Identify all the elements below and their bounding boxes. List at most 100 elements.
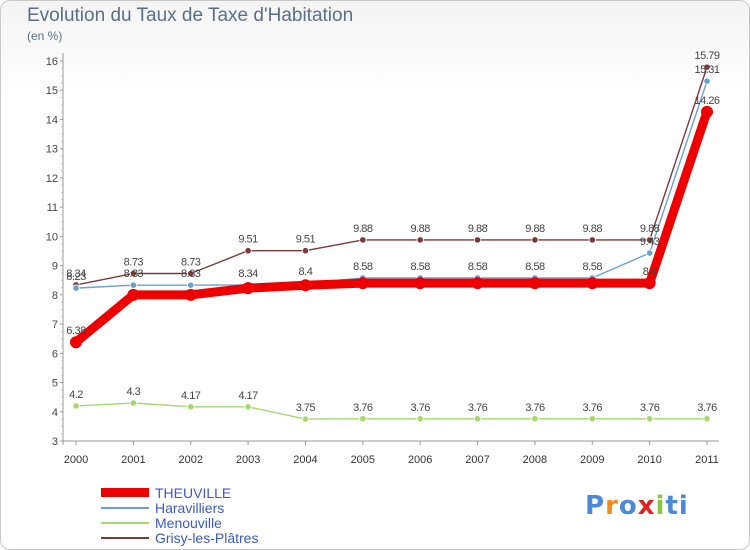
data-point [473, 236, 482, 244]
data-point [703, 77, 711, 85]
data-point [359, 415, 367, 423]
legend-swatch [101, 488, 149, 497]
data-label: 8.73 [181, 257, 201, 269]
x-tick-label: 2004 [293, 454, 317, 466]
data-label: 8.58 [353, 261, 373, 273]
data-label: 9.88 [353, 223, 373, 235]
logo-letter: t [665, 491, 679, 521]
data-point [301, 415, 310, 423]
data-point [586, 277, 599, 290]
series-line-2 [75, 402, 707, 420]
x-tick-label: 2000 [64, 454, 88, 466]
data-point [70, 336, 82, 349]
chart-subtitle: (en %) [27, 29, 63, 43]
y-tick-label: 11 [47, 202, 58, 214]
legend-item: Grisy-les-Plâtres [101, 529, 259, 546]
x-tick-label: 2005 [351, 454, 375, 466]
data-point [646, 415, 654, 423]
data-point [703, 63, 711, 71]
data-point [471, 277, 484, 290]
x-tick-label: 2001 [121, 454, 145, 466]
data-point [129, 399, 137, 407]
legend-item: THEUVILLE [101, 485, 258, 501]
data-point [473, 415, 482, 423]
data-point [72, 402, 80, 410]
data-label: 3.75 [296, 402, 316, 414]
data-label: 4.2 [69, 389, 83, 401]
data-label: 3.76 [640, 402, 660, 414]
data-label: 9.43 [640, 236, 660, 248]
x-tick-label: 2006 [408, 454, 432, 466]
data-label: 4.17 [238, 390, 258, 402]
data-label: 3.76 [525, 402, 545, 414]
data-point [414, 277, 427, 290]
y-tick-label: 3 [52, 436, 58, 448]
data-point [244, 403, 252, 411]
data-label: 8.58 [583, 261, 603, 273]
data-point [416, 415, 424, 423]
logo-letter: r [605, 491, 619, 521]
data-point [187, 269, 195, 278]
data-label: 9.88 [525, 223, 545, 235]
data-label: 14.26 [694, 95, 719, 107]
data-label: 3.76 [697, 402, 717, 414]
data-label: 8.23 [66, 271, 86, 283]
data-point [187, 281, 195, 289]
data-label: 8.34 [238, 268, 258, 280]
x-tick-label: 2010 [637, 454, 661, 466]
data-label: 6.38 [66, 325, 86, 337]
data-label: 3.76 [468, 402, 488, 414]
data-point [184, 288, 197, 301]
y-tick-label: 4 [52, 407, 58, 419]
data-label: 8.34 [66, 268, 86, 280]
legend-swatch [101, 536, 149, 539]
x-tick-label: 2002 [178, 454, 202, 466]
legend-label: Grisy-les-Plâtres [155, 529, 259, 546]
data-label: 9.51 [238, 234, 258, 246]
y-tick-label: 13 [46, 144, 58, 156]
x-tick-label: 2011 [695, 454, 719, 466]
logo-letter: x [637, 491, 656, 521]
data-label: 3.76 [353, 402, 373, 414]
y-tick-label: 14 [46, 114, 58, 126]
series-line-1 [75, 80, 708, 289]
data-point [416, 236, 424, 244]
series-line-3 [75, 66, 708, 286]
logo-letter: P [585, 491, 606, 521]
legend: THEUVILLE Haravilliers Menouville Grisy-les… [101, 485, 259, 546]
y-tick-label: 5 [52, 378, 58, 390]
data-label: 8.58 [525, 261, 545, 273]
data-label: 9.88 [410, 223, 430, 235]
legend-label: Haravilliers [155, 499, 225, 516]
data-label: 8.4 [643, 266, 657, 278]
data-point [301, 247, 310, 255]
series-line-0 [73, 110, 712, 346]
legend-item: Haravilliers [101, 499, 258, 516]
data-point [646, 249, 654, 257]
proxiti-logo: Proxiti [585, 491, 689, 521]
data-label: 9.88 [468, 223, 488, 235]
data-point [127, 288, 140, 301]
y-tick-label: 16 [46, 56, 58, 68]
data-point [359, 236, 367, 244]
logo-letter: o [618, 491, 638, 521]
legend-swatch [101, 521, 149, 524]
data-point [187, 403, 195, 411]
y-tick-label: 7 [52, 319, 58, 331]
data-label: 9.88 [583, 223, 603, 235]
data-label: 4.3 [126, 386, 140, 398]
data-point [701, 105, 713, 118]
data-point [643, 277, 656, 290]
logo-letter: i [678, 491, 689, 521]
data-point [244, 247, 252, 255]
data-label: 8.58 [468, 261, 488, 273]
legend-swatch [101, 506, 149, 509]
x-tick-label: 2008 [523, 454, 547, 466]
data-point [703, 415, 711, 423]
chart-title: Evolution du Taux de Taxe d'Habitation [27, 5, 354, 26]
data-label: 9.51 [296, 234, 316, 246]
y-tick-label: 15 [46, 85, 58, 97]
y-tick-label: 8 [52, 290, 58, 302]
